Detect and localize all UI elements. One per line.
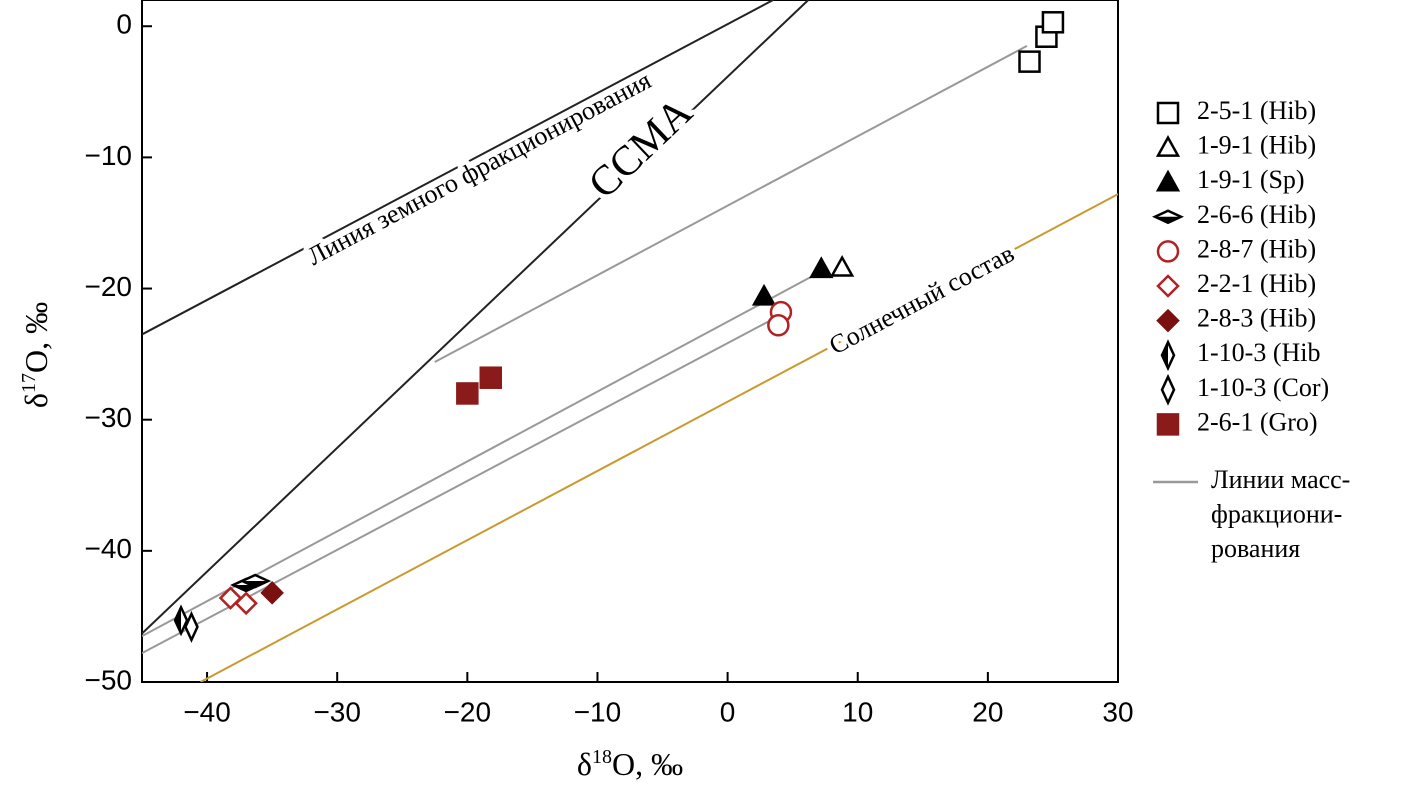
legend-marker bbox=[1156, 274, 1180, 298]
legend-marker-half bbox=[1162, 342, 1168, 369]
plot-frame bbox=[141, 0, 1119, 683]
y-tick-label: −50 bbox=[85, 664, 133, 695]
point-shape bbox=[809, 256, 834, 279]
point-shape bbox=[260, 581, 284, 605]
x-tick-label: 20 bbox=[972, 696, 1003, 727]
legend-marker-shape bbox=[1156, 413, 1180, 436]
point bbox=[809, 256, 834, 279]
point bbox=[218, 586, 243, 610]
legend-label: рования bbox=[1211, 534, 1300, 563]
x-tick-label: 0 bbox=[720, 696, 736, 727]
point bbox=[829, 254, 855, 277]
legend-label: 2-6-6 (Hib) bbox=[1197, 200, 1316, 229]
point-shape bbox=[1041, 11, 1065, 34]
legend-marker-shape bbox=[1156, 101, 1180, 125]
point-shape bbox=[184, 610, 199, 643]
legend-marker bbox=[1152, 209, 1184, 225]
legend-marker-shape bbox=[1156, 274, 1180, 298]
legend-label: 1-9-1 (Hib) bbox=[1197, 131, 1316, 160]
legend-label: Линии масс- bbox=[1211, 465, 1350, 494]
x-tick-label: −40 bbox=[183, 696, 231, 727]
reference-line bbox=[142, 0, 809, 635]
point-shape bbox=[479, 366, 503, 389]
line-label: Солнечный состав bbox=[824, 239, 1019, 361]
reference-line bbox=[200, 193, 1118, 682]
x-tick-label: 30 bbox=[1102, 696, 1133, 727]
y-tick-label: −10 bbox=[85, 140, 133, 171]
y-tick-label: −40 bbox=[85, 533, 133, 564]
legend-label: 2-5-1 (Hib) bbox=[1197, 96, 1316, 125]
x-axis-label: δ18O, ‰ bbox=[577, 746, 683, 783]
legend-label: 1-9-1 (Sp) bbox=[1197, 165, 1305, 194]
point-shape bbox=[1018, 50, 1041, 73]
legend-marker bbox=[1160, 339, 1176, 372]
y-tick-label: 0 bbox=[116, 9, 132, 40]
point-shape bbox=[234, 591, 258, 616]
legend-marker-shape bbox=[1155, 135, 1181, 157]
point bbox=[751, 283, 777, 306]
point-shape bbox=[767, 314, 790, 337]
point bbox=[239, 573, 272, 589]
point bbox=[1018, 50, 1041, 73]
legend-label: 2-2-1 (Hib) bbox=[1197, 269, 1316, 298]
point-shape bbox=[751, 283, 777, 306]
legend-marker bbox=[1156, 101, 1180, 125]
point bbox=[173, 604, 189, 637]
legend-marker-half bbox=[1155, 216, 1181, 223]
legend-marker bbox=[1160, 373, 1176, 406]
point-shape bbox=[829, 254, 855, 277]
reference-line bbox=[434, 45, 1028, 363]
point-half bbox=[242, 581, 269, 588]
legend-label: фракциони- bbox=[1211, 499, 1342, 528]
legend-marker bbox=[1156, 308, 1180, 333]
point bbox=[456, 382, 479, 405]
y-tick-label: −20 bbox=[85, 271, 133, 302]
legend-label: 2-6-1 (Gro) bbox=[1197, 407, 1318, 436]
point bbox=[234, 591, 258, 616]
legend-marker-shape bbox=[1156, 240, 1180, 263]
x-tick-label: 10 bbox=[842, 696, 873, 727]
legend-marker-shape bbox=[1160, 373, 1176, 406]
point bbox=[1041, 11, 1065, 34]
reference-line bbox=[142, 0, 774, 336]
x-tick-label: −20 bbox=[444, 696, 492, 727]
legend-label: 1-10-3 (Cor) bbox=[1197, 373, 1329, 402]
point-shape bbox=[218, 586, 243, 610]
legend-marker-shape bbox=[1155, 169, 1181, 192]
point bbox=[184, 610, 199, 643]
legend-marker bbox=[1155, 169, 1181, 192]
point bbox=[767, 314, 790, 337]
legend-marker bbox=[1156, 413, 1180, 436]
legend-label: 2-8-3 (Hib) bbox=[1197, 304, 1316, 333]
x-tick-label: −30 bbox=[313, 696, 361, 727]
legend-label: 1-10-3 (Hib bbox=[1197, 338, 1320, 367]
y-axis-label: δ17O, ‰ bbox=[18, 302, 55, 408]
point-shape bbox=[456, 382, 479, 405]
legend-marker bbox=[1156, 240, 1180, 263]
point bbox=[260, 581, 284, 605]
legend-marker-shape bbox=[1156, 308, 1180, 333]
legend-marker bbox=[1155, 135, 1181, 157]
point-half bbox=[175, 607, 182, 634]
x-tick-label: −10 bbox=[574, 696, 622, 727]
legend-label: 2-8-7 (Hib) bbox=[1197, 234, 1316, 263]
y-tick-label: −30 bbox=[85, 402, 133, 433]
point bbox=[479, 366, 503, 389]
